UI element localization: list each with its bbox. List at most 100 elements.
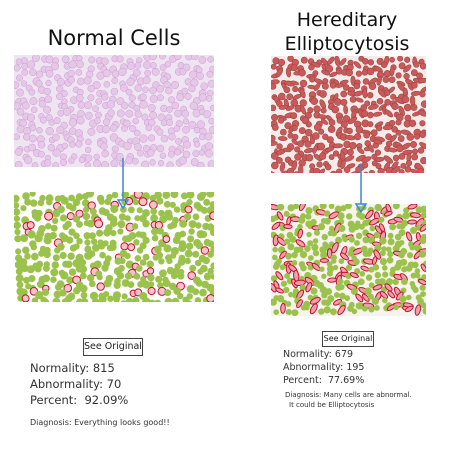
cell-mark: [388, 76, 396, 84]
cell-mark: [374, 65, 383, 73]
cell-mark: [271, 134, 276, 142]
cell-mark: [31, 55, 40, 62]
cell-mark: [87, 219, 95, 228]
cell-mark: [324, 163, 332, 171]
cell-mark: [321, 291, 328, 299]
cell-mark: [277, 117, 285, 124]
cell-mark: [340, 159, 346, 170]
cell-mark: [97, 242, 106, 250]
cell-mark: [405, 231, 413, 242]
cell-mark: [207, 56, 214, 63]
cell-mark: [404, 305, 414, 313]
cell-mark: [275, 271, 284, 281]
cell-mark: [132, 69, 141, 77]
see-original-button-normal[interactable]: See Original: [83, 338, 143, 356]
cell-mark: [398, 251, 405, 259]
cell-mark: [65, 260, 73, 268]
cell-mark: [159, 55, 166, 60]
cell-mark: [353, 82, 361, 90]
cell-mark: [335, 83, 344, 88]
cell-mark: [107, 295, 114, 302]
cell-mark: [363, 131, 370, 139]
cell-mark: [52, 217, 59, 225]
cell-mark: [123, 141, 132, 151]
cell-mark: [20, 234, 29, 243]
cell-mark: [50, 276, 57, 283]
cell-mark: [180, 192, 188, 200]
cell-mark: [110, 124, 118, 132]
cell-mark: [26, 113, 36, 122]
cell-mark: [397, 135, 405, 142]
cell-mark: [348, 236, 355, 243]
cell-mark: [128, 94, 136, 102]
cell-mark: [186, 192, 195, 199]
cell-mark: [128, 101, 136, 109]
cell-mark: [372, 284, 383, 291]
elliptocytosis-title-line1: Hereditary: [296, 9, 398, 31]
cell-mark: [50, 224, 58, 232]
cell-mark: [20, 57, 28, 65]
cell-mark: [419, 91, 426, 98]
cell-mark: [14, 202, 20, 209]
cell-mark: [141, 160, 150, 167]
cell-mark: [102, 69, 111, 78]
cell-mark: [210, 262, 214, 270]
cell-mark: [410, 103, 418, 111]
cell-mark: [154, 192, 162, 199]
cell-mark: [417, 109, 426, 117]
cell-mark: [133, 104, 141, 112]
cell-mark: [16, 108, 25, 116]
cell-mark: [75, 94, 84, 102]
cell-mark: [120, 242, 129, 251]
cell-mark: [106, 100, 115, 109]
cell-mark: [361, 69, 369, 76]
cell-mark: [56, 280, 65, 289]
cell-mark: [407, 204, 418, 210]
cell-mark: [156, 251, 164, 259]
cell-mark: [92, 81, 101, 90]
cell-mark: [387, 232, 394, 239]
cell-mark: [52, 254, 60, 262]
cell-mark: [134, 143, 142, 151]
cell-mark: [138, 197, 148, 207]
cell-mark: [365, 250, 373, 257]
cell-mark: [198, 149, 206, 156]
cell-mark: [175, 138, 182, 145]
cell-mark: [100, 161, 110, 167]
cell-mark: [174, 55, 182, 61]
see-original-button-elliptocytosis[interactable]: See Original: [322, 331, 374, 347]
cell-mark: [271, 170, 277, 173]
cell-mark: [118, 264, 125, 272]
cell-mark: [182, 125, 190, 134]
cell-mark: [125, 297, 134, 302]
cell-mark: [192, 288, 200, 296]
cell-mark: [328, 119, 336, 126]
cell-mark: [205, 149, 214, 158]
cell-mark: [355, 232, 363, 240]
cell-mark: [19, 258, 28, 267]
cell-mark: [353, 258, 360, 266]
cell-mark: [313, 123, 322, 132]
cell-mark: [103, 291, 110, 298]
cell-mark: [298, 204, 306, 212]
cell-mark: [209, 228, 214, 236]
cell-mark: [76, 221, 83, 228]
cell-mark: [276, 143, 283, 150]
cell-mark: [45, 55, 54, 64]
abnormality-row: Abnormality: 195: [283, 362, 365, 373]
cell-mark: [68, 194, 75, 202]
cell-mark: [89, 291, 99, 300]
cell-mark: [188, 220, 197, 229]
cell-mark: [207, 267, 214, 275]
cell-mark: [159, 215, 168, 224]
cell-mark: [120, 84, 128, 92]
cell-mark: [321, 82, 329, 90]
cell-mark: [409, 244, 416, 251]
cell-mark: [20, 288, 28, 297]
cell-mark: [77, 101, 86, 109]
cell-mark: [308, 255, 314, 261]
cell-mark: [319, 266, 325, 272]
cell-mark: [339, 252, 349, 261]
cell-mark: [68, 268, 77, 276]
cell-mark: [117, 228, 124, 235]
